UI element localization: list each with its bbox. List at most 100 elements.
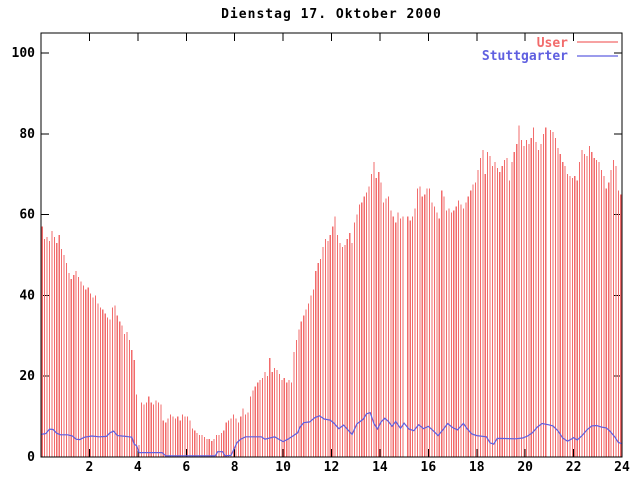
legend-item-user: User — [537, 36, 618, 51]
user-bar — [44, 238, 46, 457]
user-bar — [73, 275, 75, 457]
user-bar — [445, 210, 448, 457]
user-bar — [344, 244, 346, 457]
user-bar — [160, 404, 162, 457]
user-bar — [508, 180, 511, 458]
user-bar — [351, 242, 353, 457]
user-bar — [390, 210, 392, 457]
user-bar — [75, 271, 77, 457]
user-bar — [436, 212, 438, 457]
x-axis-tick-label: 12 — [324, 460, 340, 475]
user-bar — [305, 309, 307, 457]
user-bar — [278, 374, 281, 457]
user-bar — [399, 218, 402, 457]
user-bar — [119, 321, 121, 457]
user-bar — [232, 414, 235, 457]
user-bar — [90, 293, 92, 457]
user-bar — [535, 141, 537, 457]
user-bar — [496, 168, 498, 457]
user-bar — [194, 430, 196, 457]
user-bar — [138, 444, 140, 457]
user-bar — [225, 422, 227, 457]
user-bar — [242, 408, 244, 457]
user-bar — [346, 238, 348, 457]
user-bar — [593, 158, 595, 457]
user-bar — [128, 339, 130, 457]
user-bar — [349, 232, 351, 457]
user-bar — [392, 216, 394, 457]
user-bar — [211, 440, 213, 457]
user-bar — [564, 166, 566, 457]
user-bar — [366, 192, 368, 457]
user-bar — [281, 380, 283, 457]
user-bar — [116, 315, 118, 457]
user-bar — [329, 234, 331, 457]
user-bar — [80, 281, 82, 457]
user-bar — [477, 170, 479, 457]
user-bar — [218, 434, 220, 457]
user-bar — [332, 226, 334, 457]
user-bar — [276, 370, 278, 457]
user-bar — [608, 182, 610, 458]
user-bar — [322, 246, 324, 457]
user-bar — [441, 190, 443, 457]
user-bar — [230, 418, 232, 457]
y-axis-tick-label: 20 — [19, 369, 35, 384]
x-axis-tick-label: 4 — [134, 460, 142, 475]
user-bar — [68, 273, 70, 457]
user-bar — [215, 434, 218, 457]
user-bar — [109, 319, 111, 457]
y-axis-tick-label: 100 — [12, 46, 36, 61]
user-bar — [174, 418, 176, 457]
user-bar — [257, 382, 259, 457]
user-bar — [520, 139, 523, 457]
user-bar — [220, 432, 222, 457]
user-bar — [186, 416, 189, 457]
y-axis-tick-label: 40 — [19, 288, 35, 303]
user-bar — [569, 176, 571, 457]
user-bar — [545, 127, 547, 457]
user-bar — [107, 317, 109, 457]
user-bar — [416, 188, 419, 458]
user-bar — [537, 150, 540, 457]
plot-border — [40, 32, 623, 458]
user-bar — [199, 434, 201, 457]
user-bar — [421, 196, 423, 457]
user-bar — [554, 137, 557, 458]
user-bar — [373, 162, 375, 457]
user-bar — [99, 307, 101, 457]
x-axis-tick-label: 8 — [231, 460, 239, 475]
user-bar — [605, 188, 607, 458]
chart-title: Dienstag 17. Oktober 2000 — [221, 7, 442, 22]
x-axis-tick-label: 16 — [421, 460, 437, 475]
x-axis-tick-labels: 2 4 6 8 10 12 14 16 18 20 22 24 — [86, 460, 630, 475]
user-bar — [448, 208, 450, 457]
user-bar — [368, 186, 370, 458]
x-axis-tick-label: 22 — [566, 460, 582, 475]
user-bar — [53, 236, 55, 457]
user-bar — [51, 230, 53, 457]
user-bar — [58, 234, 60, 457]
user-bar — [283, 378, 285, 457]
user-bar — [428, 188, 431, 458]
user-bar — [179, 420, 181, 457]
user-bar — [467, 196, 469, 457]
user-bar — [462, 208, 465, 457]
user-bar — [70, 279, 72, 457]
user-bar — [588, 145, 590, 457]
user-bar — [56, 242, 58, 457]
user-bar — [121, 325, 123, 457]
user-bar — [150, 402, 152, 457]
user-bar — [431, 202, 433, 457]
user-bar — [504, 160, 506, 457]
user-bar — [165, 422, 167, 457]
user-bar — [143, 404, 145, 457]
user-bar — [269, 358, 271, 457]
x-axis-tick-label: 20 — [517, 460, 533, 475]
legend-item-stuttgarter: Stuttgarter — [482, 49, 618, 64]
user-bar — [433, 206, 435, 457]
user-bar — [288, 380, 290, 457]
user-bar — [140, 402, 143, 457]
user-bar — [123, 333, 126, 457]
